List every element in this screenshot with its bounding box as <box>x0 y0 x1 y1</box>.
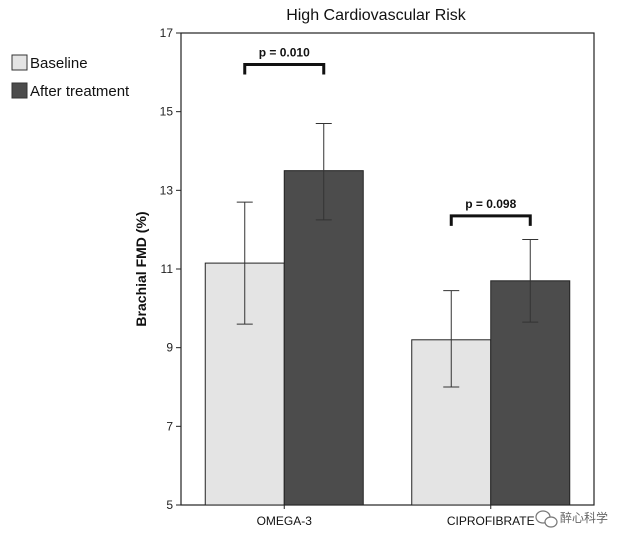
bars <box>204 170 571 506</box>
bar-omega-3-after-treatment <box>283 170 364 506</box>
y-tick-label: 5 <box>166 498 173 512</box>
chart-title: High Cardiovascular Risk <box>286 7 467 24</box>
y-tick-label: 17 <box>160 26 174 40</box>
y-axis-label: Brachial FMD (%) <box>133 211 149 326</box>
y-tick-label: 7 <box>166 419 173 433</box>
x-tick-label-ciprofibrate: CIPROFIBRATE <box>447 514 535 528</box>
watermark: 醉心科学 <box>535 510 608 528</box>
p-value-label-ciprofibrate: p = 0.098 <box>465 197 516 211</box>
y-tick-label: 9 <box>166 341 173 355</box>
y-axis: 5 7 9 11 13 15 17 <box>160 26 181 512</box>
legend-swatch-after-treatment <box>11 82 28 99</box>
significance-bracket-omega-3 <box>243 62 326 75</box>
x-axis-categories: OMEGA-3 CIPROFIBRATE <box>257 505 535 528</box>
y-tick-label: 15 <box>160 105 174 119</box>
x-tick-label-omega-3: OMEGA-3 <box>257 514 313 528</box>
watermark-text: 醉心科学 <box>560 510 608 525</box>
wechat-icon <box>535 510 558 528</box>
y-tick-label: 11 <box>161 262 174 276</box>
significance-bracket-ciprofibrate <box>449 214 532 226</box>
significance-annotations: p = 0.010 p = 0.098 <box>243 45 532 226</box>
legend-swatch-baseline <box>11 54 28 71</box>
legend-label-after-treatment: After treatment <box>30 83 130 100</box>
p-value-label-omega-3: p = 0.010 <box>259 45 310 59</box>
legend-label-baseline: Baseline <box>30 55 88 72</box>
legend: Baseline After treatment <box>11 54 130 100</box>
error-bars <box>236 122 539 388</box>
y-tick-label: 13 <box>160 183 174 197</box>
